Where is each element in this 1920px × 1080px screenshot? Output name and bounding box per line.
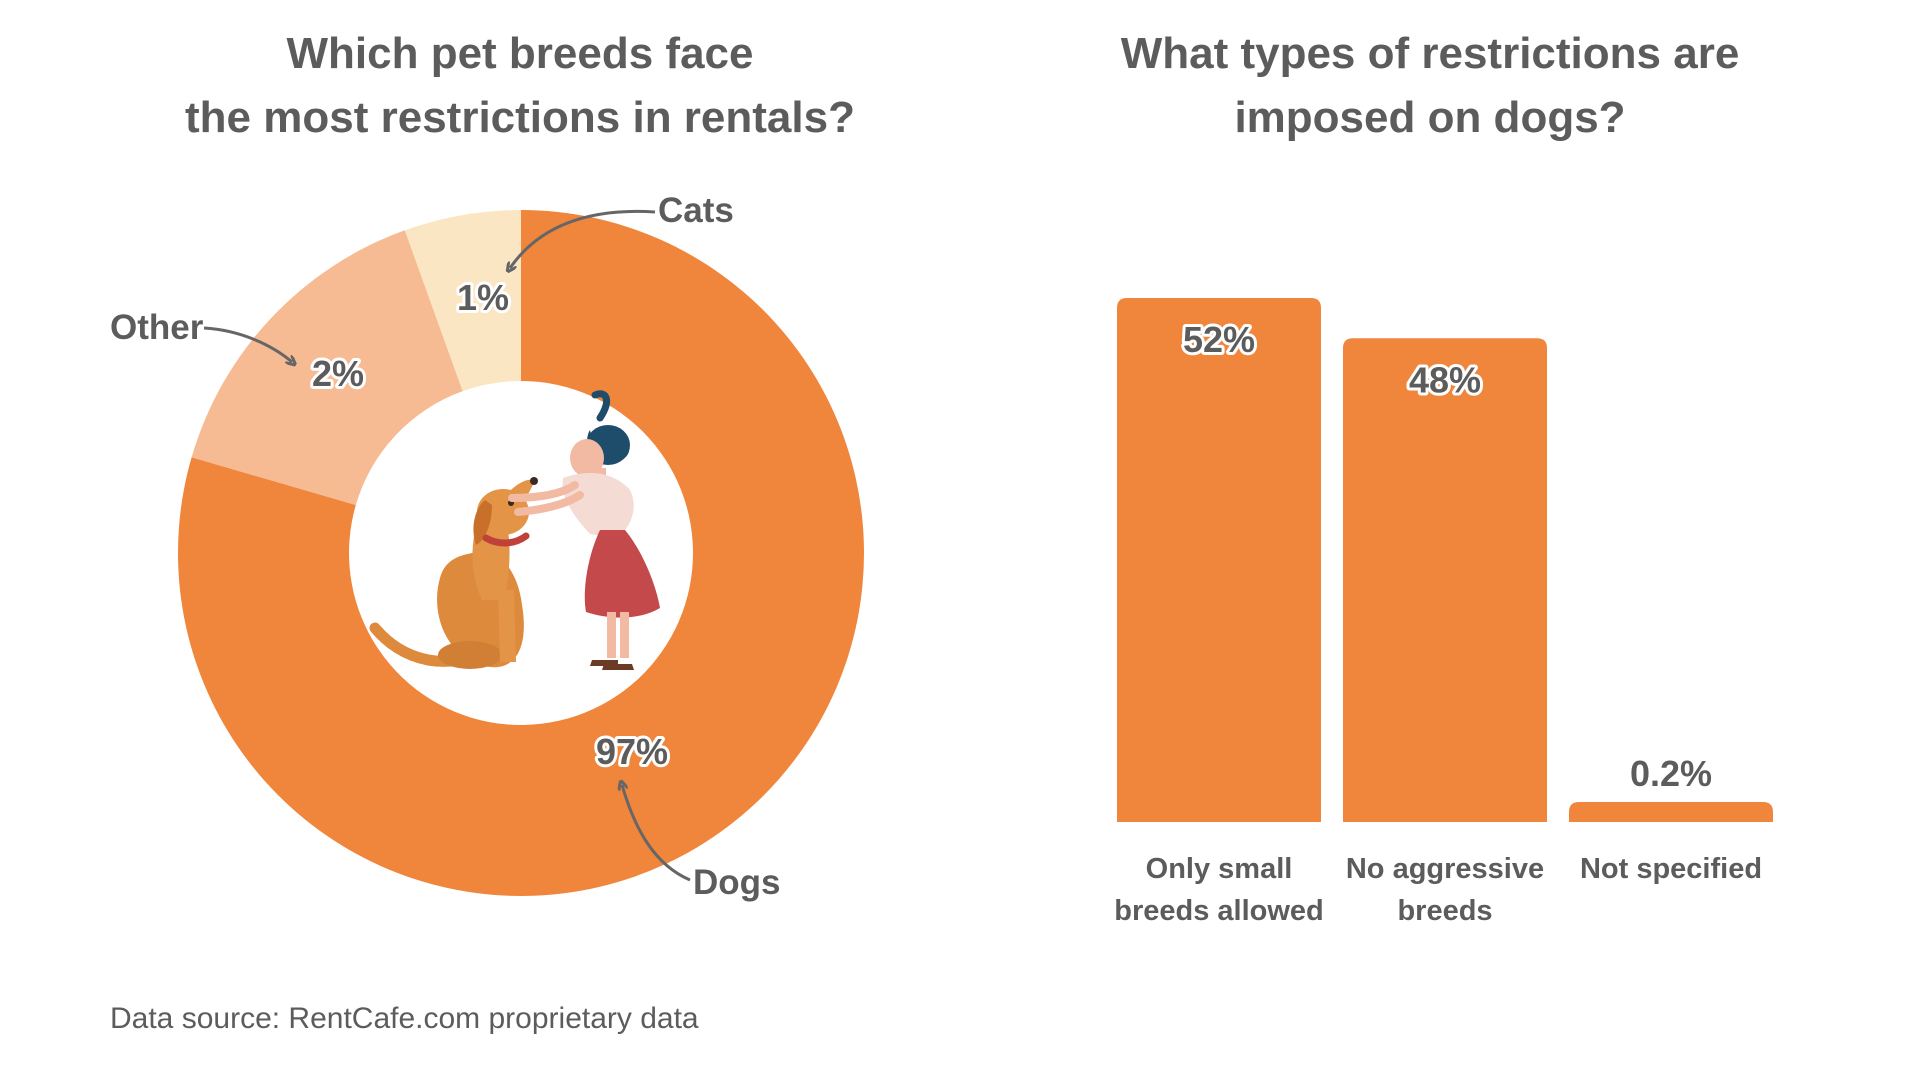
donut-value-label-cats: 1% — [457, 277, 509, 318]
bar-3 — [1569, 802, 1773, 822]
data-source-note: Data source: RentCafe.com proprietary da… — [110, 1002, 699, 1035]
leader-arrow-dogs — [622, 785, 691, 882]
bar-2 — [1343, 338, 1547, 822]
chart-title-right-line1: What types of restrictions are — [1120, 29, 1740, 78]
donut-value-label-other: 2% — [312, 353, 364, 394]
bar-value-label-1: 52% — [1183, 319, 1255, 360]
chart-title-left: Which pet breeds face the most restricti… — [90, 22, 950, 150]
bar-category-label-1: Only small — [1146, 853, 1293, 885]
leader-arrow-cats — [510, 209, 656, 268]
dog-illustration — [369, 477, 538, 669]
donut-value-label-dogs: 97% — [596, 731, 668, 772]
bar-chart: 52% Only small breeds allowed 48% No aggress… — [1114, 298, 1773, 927]
bar-category-label-1: breeds allowed — [1114, 895, 1324, 927]
woman-petting-dog-illustration — [369, 390, 660, 670]
bar-value-label-2: 48% — [1409, 359, 1481, 400]
bar-value-label-3: 0.2% — [1630, 753, 1712, 794]
donut-category-label-other: Other — [110, 308, 204, 347]
chart-title-right: What types of restrictions are imposed o… — [1040, 22, 1820, 150]
bar-1 — [1117, 298, 1321, 822]
donut-slice-dogs — [178, 210, 865, 896]
donut-slice-other — [191, 230, 463, 506]
chart-title-left-line2: the most restrictions in rentals? — [185, 93, 855, 142]
bar-category-label-3: Not specified — [1580, 853, 1762, 885]
chart-title-left-line1: Which pet breeds face — [286, 29, 754, 78]
donut-chart: 97% Dogs 2% Other 1% Cats — [110, 191, 865, 902]
woman-illustration — [508, 390, 660, 670]
donut-slice-cats — [404, 210, 521, 392]
bar-category-label-2: No aggressive — [1346, 853, 1544, 885]
leader-arrow-other — [203, 326, 292, 362]
donut-category-label-cats: Cats — [658, 191, 734, 230]
donut-category-label-dogs: Dogs — [693, 863, 781, 902]
bar-category-label-2: breeds — [1397, 895, 1492, 927]
chart-title-right-line2: imposed on dogs? — [1234, 93, 1626, 142]
